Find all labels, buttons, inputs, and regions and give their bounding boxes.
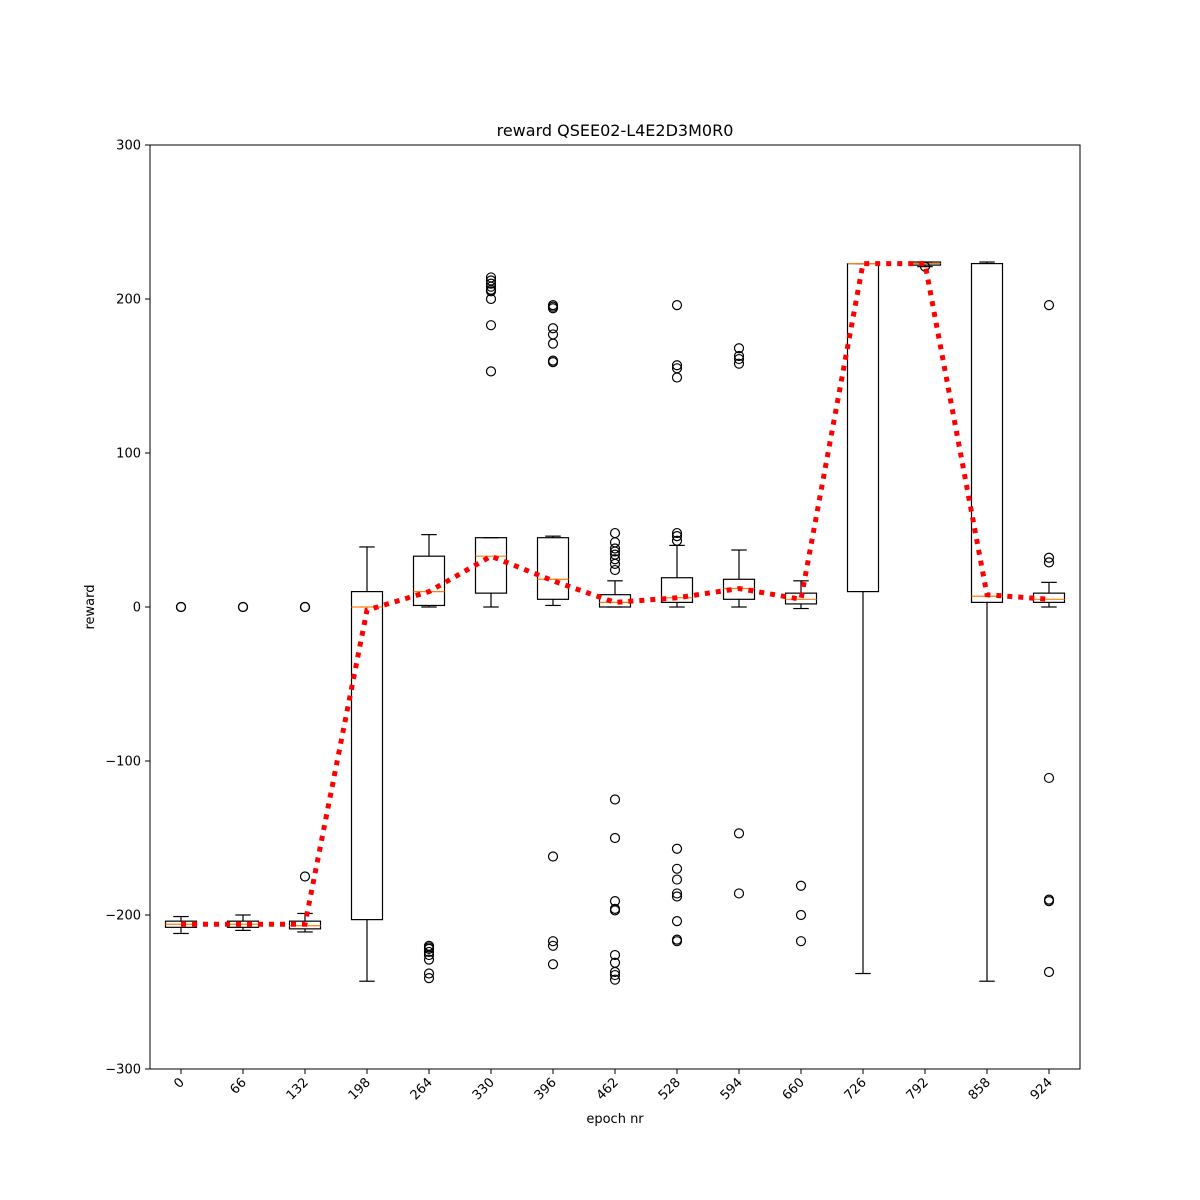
box-264 bbox=[412, 534, 446, 984]
box-462 bbox=[598, 527, 632, 985]
outlier-point bbox=[671, 372, 683, 383]
box-396 bbox=[536, 300, 570, 970]
outlier-point bbox=[1043, 552, 1055, 563]
box-528 bbox=[660, 300, 694, 947]
outlier-point bbox=[671, 531, 683, 542]
outlier-point bbox=[423, 949, 435, 961]
outlier-point bbox=[485, 320, 497, 331]
box-858 bbox=[970, 261, 1004, 982]
outlier-point bbox=[733, 358, 745, 369]
box-594 bbox=[722, 343, 756, 899]
outlier-point bbox=[237, 601, 249, 613]
outlier-point bbox=[1043, 300, 1055, 311]
outlier-point bbox=[423, 943, 435, 954]
y-axis-ticks: −300 −200 −100 0 100 200 300 bbox=[105, 139, 150, 1078]
box-330 bbox=[474, 272, 508, 608]
outlier-point bbox=[733, 888, 745, 899]
outlier-point bbox=[671, 863, 683, 874]
outlier-point bbox=[485, 286, 497, 297]
outlier-point bbox=[547, 303, 559, 314]
outlier-point bbox=[733, 350, 745, 362]
box-198 bbox=[350, 546, 384, 982]
y-tick-label: −200 bbox=[105, 909, 141, 924]
y-tick-label: 100 bbox=[116, 447, 141, 462]
outlier-point bbox=[609, 966, 621, 978]
outlier-point bbox=[547, 936, 559, 947]
y-tick-label: −100 bbox=[105, 755, 141, 770]
outlier-point bbox=[299, 601, 311, 613]
outlier-point bbox=[609, 794, 621, 805]
outlier-point bbox=[1043, 557, 1055, 568]
y-tick-label: −300 bbox=[105, 1063, 141, 1078]
outlier-point bbox=[547, 357, 559, 368]
y-tick-label: 200 bbox=[116, 293, 141, 308]
outlier-point bbox=[671, 936, 683, 947]
chart-title: reward QSEE02-L4E2D3M0R0 bbox=[497, 121, 734, 140]
outlier-point bbox=[609, 969, 621, 981]
outlier-point bbox=[1043, 966, 1055, 978]
x-axis-label: epoch nr bbox=[586, 1112, 644, 1127]
outlier-point bbox=[175, 601, 187, 613]
outlier-point bbox=[485, 293, 497, 305]
outlier-point bbox=[795, 909, 807, 921]
outlier-point bbox=[547, 959, 559, 970]
outlier-point bbox=[671, 874, 683, 885]
outlier-point bbox=[423, 954, 435, 965]
outlier-point bbox=[547, 851, 559, 862]
y-tick-label: 300 bbox=[116, 139, 141, 154]
outlier-point bbox=[485, 278, 497, 289]
y-tick-label: 0 bbox=[133, 601, 141, 616]
outlier-point bbox=[671, 360, 683, 371]
outlier-point bbox=[609, 974, 621, 985]
box-body bbox=[536, 537, 570, 600]
y-axis-label: reward bbox=[83, 584, 98, 629]
outlier-point bbox=[547, 940, 559, 951]
outlier-point bbox=[671, 535, 683, 546]
outlier-point bbox=[671, 843, 683, 854]
outlier-point bbox=[671, 527, 683, 539]
outlier-point bbox=[733, 353, 745, 365]
outlier-point bbox=[547, 323, 559, 334]
outlier-point bbox=[609, 832, 621, 844]
outlier-point bbox=[423, 968, 435, 979]
box-body bbox=[722, 578, 756, 600]
outlier-point bbox=[671, 891, 683, 902]
outlier-point bbox=[671, 300, 683, 311]
outlier-point bbox=[609, 546, 621, 557]
box-924 bbox=[1032, 300, 1066, 978]
outlier-point bbox=[671, 916, 683, 927]
outlier-point bbox=[609, 905, 621, 916]
outlier-point bbox=[609, 554, 621, 565]
outlier-point bbox=[1043, 772, 1055, 784]
outlier-point bbox=[609, 564, 621, 576]
outlier-point bbox=[1043, 896, 1055, 907]
outlier-point bbox=[733, 828, 745, 839]
outlier-point bbox=[671, 888, 683, 899]
outlier-point bbox=[609, 558, 621, 569]
outlier-point bbox=[423, 946, 435, 958]
outlier-point bbox=[485, 281, 497, 292]
outlier-point bbox=[609, 949, 621, 961]
box-body bbox=[970, 262, 1004, 603]
box-body bbox=[412, 555, 446, 607]
outlier-point bbox=[423, 973, 435, 984]
outlier-point bbox=[299, 871, 311, 882]
box-body bbox=[350, 590, 384, 921]
outlier-point bbox=[795, 936, 807, 947]
outlier-point bbox=[609, 543, 621, 554]
box-body bbox=[660, 577, 694, 603]
outlier-point bbox=[485, 366, 497, 377]
outlier-point bbox=[795, 880, 807, 891]
outlier-point bbox=[733, 343, 745, 354]
outlier-point bbox=[547, 338, 559, 349]
box-body bbox=[288, 920, 322, 930]
